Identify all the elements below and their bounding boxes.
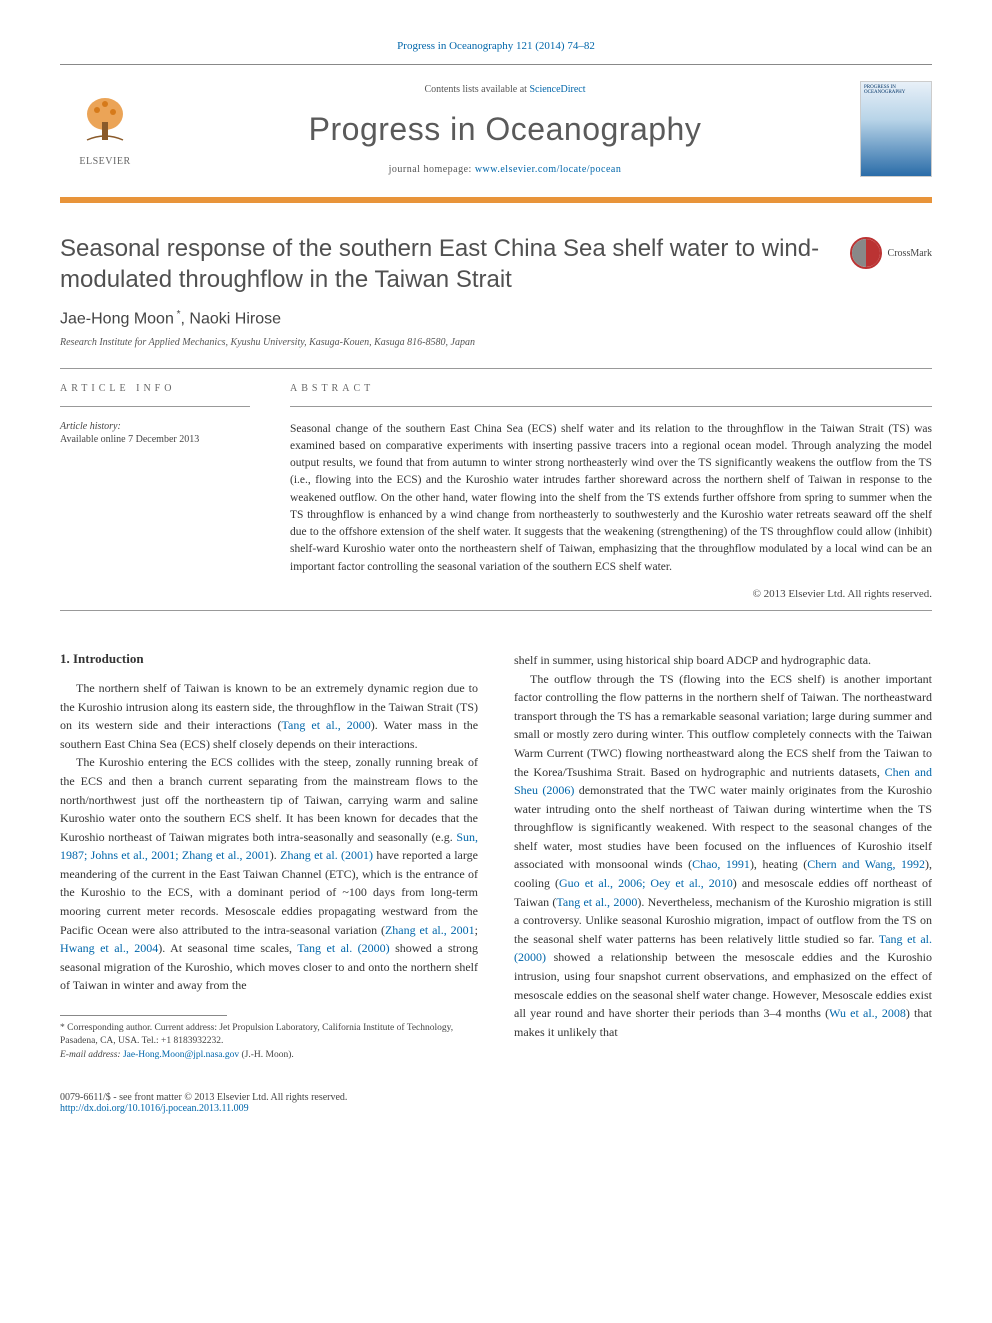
email-suffix: (J.-H. Moon). — [239, 1050, 294, 1060]
body-paragraph: The outflow through the TS (flowing into… — [514, 670, 932, 1042]
footnote-divider — [60, 1015, 227, 1016]
email-label: E-mail address: — [60, 1050, 123, 1060]
journal-cover-thumbnail: PROGRESS IN OCEANOGRAPHY — [860, 81, 932, 177]
body-paragraph: The Kuroshio entering the ECS collides w… — [60, 753, 478, 995]
right-column: shelf in summer, using historical ship b… — [514, 651, 932, 1062]
body-paragraph: shelf in summer, using historical ship b… — [514, 651, 932, 670]
divider — [60, 368, 932, 369]
journal-title: Progress in Oceanography — [170, 111, 840, 148]
journal-header: ELSEVIER Contents lists available at Sci… — [60, 73, 932, 185]
publisher-label: ELSEVIER — [79, 156, 130, 167]
sciencedirect-link[interactable]: ScienceDirect — [529, 84, 585, 95]
publisher-logo-block: ELSEVIER — [60, 92, 150, 167]
article-info-label: ARTICLE INFO — [60, 383, 250, 394]
divider — [60, 406, 250, 407]
homepage-link[interactable]: www.elsevier.com/locate/pocean — [475, 164, 622, 175]
cover-text: PROGRESS IN OCEANOGRAPHY — [864, 85, 928, 95]
history-text: Available online 7 December 2013 — [60, 434, 250, 445]
abstract-text: Seasonal change of the southern East Chi… — [290, 421, 932, 576]
divider — [60, 610, 932, 611]
page-footer: 0079-6611/$ - see front matter © 2013 El… — [60, 1092, 932, 1114]
divider — [290, 406, 932, 407]
body-paragraph: The northern shelf of Taiwan is known to… — [60, 679, 478, 753]
elsevier-tree-icon — [75, 92, 135, 152]
doi-link[interactable]: http://dx.doi.org/10.1016/j.pocean.2013.… — [60, 1103, 249, 1114]
affiliation: Research Institute for Applied Mechanics… — [60, 337, 932, 348]
homepage-line: journal homepage: www.elsevier.com/locat… — [170, 164, 840, 175]
abstract-copyright: © 2013 Elsevier Ltd. All rights reserved… — [290, 588, 932, 600]
orange-divider-bar — [60, 197, 932, 203]
divider — [60, 64, 932, 65]
author-1: Jae-Hong Moon — [60, 311, 174, 328]
history-label: Article history: — [60, 421, 250, 432]
author-2: Naoki Hirose — [189, 311, 281, 328]
abstract-label: ABSTRACT — [290, 383, 932, 394]
header-citation: Progress in Oceanography 121 (2014) 74–8… — [60, 40, 932, 52]
corr-marker: * — [174, 309, 181, 320]
crossmark-label: CrossMark — [888, 248, 932, 259]
corr-email-link[interactable]: Jae-Hong.Moon@jpl.nasa.gov — [123, 1050, 239, 1060]
left-column: 1. Introduction The northern shelf of Ta… — [60, 651, 478, 1062]
crossmark-badge[interactable]: CrossMark — [850, 237, 932, 269]
homepage-prefix: journal homepage: — [389, 164, 475, 175]
article-title: Seasonal response of the southern East C… — [60, 233, 830, 295]
contents-line: Contents lists available at ScienceDirec… — [170, 84, 840, 95]
body-columns: 1. Introduction The northern shelf of Ta… — [60, 651, 932, 1062]
authors: Jae-Hong Moon *, Naoki Hirose — [60, 309, 932, 328]
article-info-column: ARTICLE INFO Article history: Available … — [60, 383, 250, 600]
section-heading-intro: 1. Introduction — [60, 651, 478, 667]
crossmark-icon — [850, 237, 882, 269]
corresponding-footnote: * Corresponding author. Current address:… — [60, 1022, 478, 1062]
footnote-address: * Corresponding author. Current address:… — [60, 1022, 478, 1049]
contents-prefix: Contents lists available at — [424, 84, 529, 95]
abstract-column: ABSTRACT Seasonal change of the southern… — [290, 383, 932, 600]
front-matter-line: 0079-6611/$ - see front matter © 2013 El… — [60, 1092, 347, 1103]
